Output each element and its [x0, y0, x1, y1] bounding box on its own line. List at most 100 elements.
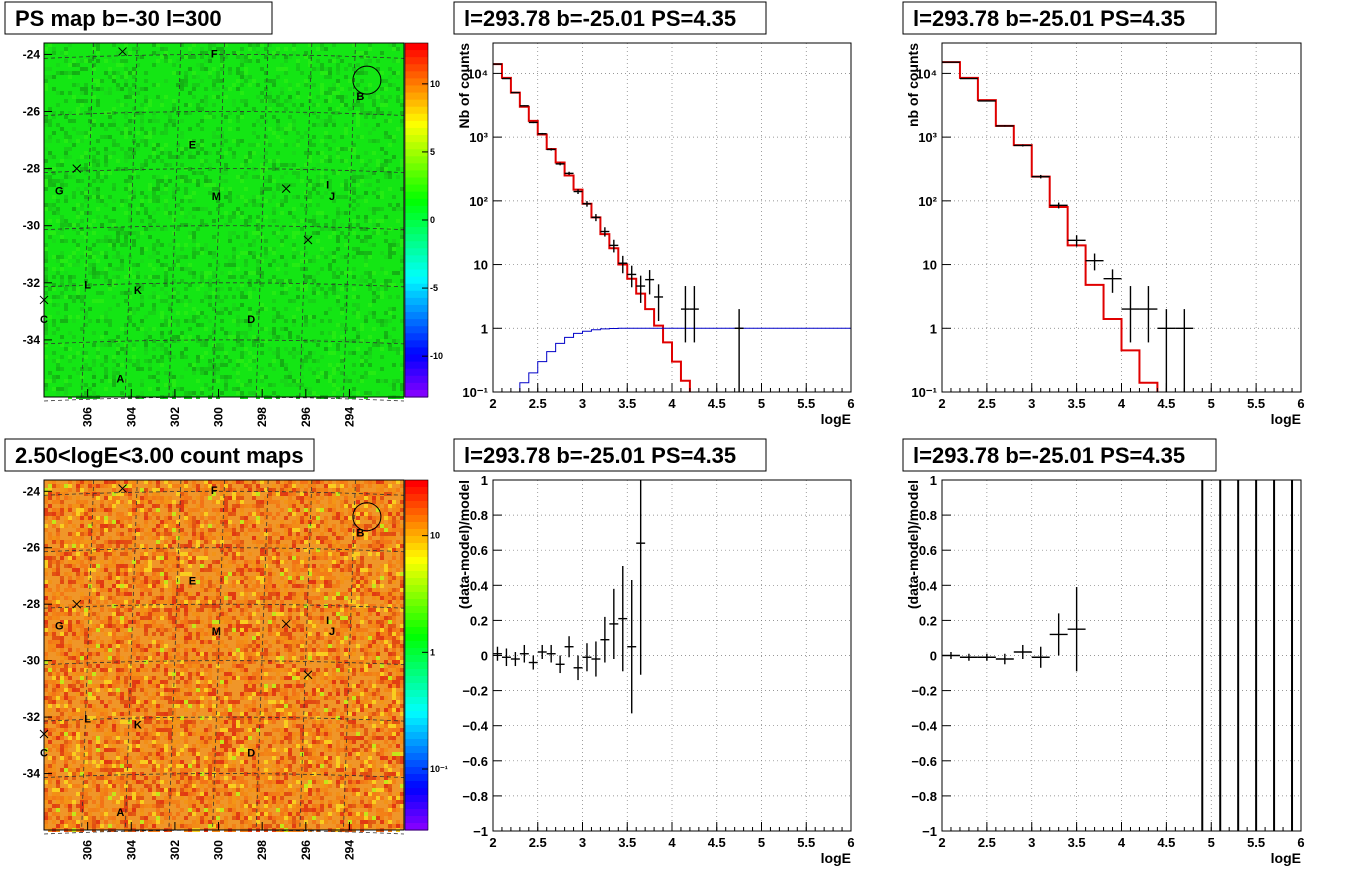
map_top-map-pixel	[348, 339, 352, 343]
map_bottom-map-pixel	[180, 620, 184, 624]
map_bottom-map-pixel	[148, 600, 152, 604]
map_top-map-pixel	[376, 139, 380, 143]
map_bottom-map-pixel	[368, 624, 372, 628]
map_bottom-map-pixel	[168, 552, 172, 556]
map_top-map-pixel	[272, 279, 276, 283]
map_bottom-map-pixel	[276, 492, 280, 496]
map_bottom-map-pixel	[60, 604, 64, 608]
map_bottom-map-pixel	[100, 524, 104, 528]
map_top-map-pixel	[128, 319, 132, 323]
map_bottom-map-pixel	[224, 524, 228, 528]
map_top-map-pixel	[124, 135, 128, 139]
map_bottom-map-pixel	[108, 588, 112, 592]
map_top-map-pixel	[204, 243, 208, 247]
map_bottom-map-pixel	[68, 516, 72, 520]
map_top-map-pixel	[56, 367, 60, 371]
map_bottom-map-pixel	[132, 604, 136, 608]
map_bottom-map-pixel	[68, 560, 72, 564]
map_bottom-map-pixel	[84, 584, 88, 588]
map_top-palette-band	[405, 234, 428, 242]
map_top-map-pixel	[64, 223, 68, 227]
map_top-map-pixel	[260, 123, 264, 127]
map_top-map-pixel	[376, 95, 380, 99]
map_bottom-map-pixel	[324, 584, 328, 588]
map_top-map-pixel	[96, 171, 100, 175]
map_top-map-pixel	[112, 151, 116, 155]
map_bottom-map-pixel	[332, 596, 336, 600]
map_top-map-pixel	[284, 183, 288, 187]
map_top-map-pixel	[300, 367, 304, 371]
map_bottom-map-pixel	[312, 496, 316, 500]
map_top-map-pixel	[140, 303, 144, 307]
map_bottom-map-pixel	[208, 540, 212, 544]
map_bottom-map-pixel	[52, 508, 56, 512]
map_bottom-map-pixel	[192, 500, 196, 504]
map_bottom-map-pixel	[396, 512, 400, 516]
map_top-map-pixel	[344, 67, 348, 71]
map_top-map-pixel	[212, 83, 216, 87]
map_top-map-pixel	[92, 359, 96, 363]
map_top-map-pixel	[244, 163, 248, 167]
map_bottom-map-pixel	[276, 564, 280, 568]
map_top-map-pixel	[84, 315, 88, 319]
map_bottom-map-pixel	[252, 568, 256, 572]
map_top-map-pixel	[148, 223, 152, 227]
map_top-map-pixel	[308, 139, 312, 143]
map_bottom-map-pixel	[140, 536, 144, 540]
map_top-map-pixel	[304, 319, 308, 323]
map_top-map-pixel	[312, 391, 316, 395]
map_bottom-map-pixel	[144, 508, 148, 512]
map_top-map-pixel	[356, 119, 360, 123]
map_bottom-map-pixel	[168, 480, 172, 484]
map_top-map-pixel	[288, 283, 292, 287]
map_top-map-pixel	[364, 263, 368, 267]
map_top-map-pixel	[180, 147, 184, 151]
map_bottom-map-pixel	[120, 628, 124, 632]
map_bottom-map-pixel	[96, 520, 100, 524]
map_top-map-pixel	[260, 175, 264, 179]
map_bottom-map-pixel	[64, 544, 68, 548]
map_bottom-map-pixel	[372, 584, 376, 588]
map_top-palette-band	[405, 382, 428, 391]
map_top-map-pixel	[192, 363, 196, 367]
map_bottom-map-pixel	[372, 592, 376, 596]
map_bottom-map-pixel	[300, 604, 304, 608]
map_top-map-pixel	[348, 271, 352, 275]
map_bottom-map-pixel	[204, 624, 208, 628]
map_top-map-pixel	[88, 123, 92, 127]
map_bottom-map-pixel	[300, 492, 304, 496]
map_top-map-pixel	[384, 131, 388, 135]
map_top-map-pixel	[84, 131, 88, 135]
map_top-map-pixel	[88, 119, 92, 123]
map_top-map-pixel	[344, 75, 348, 79]
map_bottom-map-pixel	[68, 604, 72, 608]
map_top-map-pixel	[68, 355, 72, 359]
map_bottom-map-pixel	[92, 568, 96, 572]
map_bottom-map-pixel	[224, 480, 228, 484]
map_top-map-pixel	[352, 199, 356, 203]
map_top-map-pixel	[48, 219, 52, 223]
map_bottom-map-pixel	[356, 524, 360, 528]
map_top-map-pixel	[368, 251, 372, 255]
map_top-map-pixel	[332, 371, 336, 375]
map_top-map-pixel	[92, 267, 96, 271]
map_top-map-pixel	[328, 159, 332, 163]
map_bottom-map-pixel	[392, 592, 396, 596]
map_bottom-map-pixel	[160, 616, 164, 620]
map_top-map-pixel	[264, 199, 268, 203]
map_top-map-pixel	[156, 155, 160, 159]
map_top-map-pixel	[64, 391, 68, 395]
map_top-map-pixel	[220, 287, 224, 291]
map_bottom-map-pixel	[316, 604, 320, 608]
map_bottom-map-pixel	[324, 520, 328, 524]
map_bottom-map-pixel	[372, 540, 376, 544]
map_top-map-pixel	[160, 335, 164, 339]
map_bottom-map-pixel	[384, 508, 388, 512]
map_top-x-tick-label: 300	[212, 407, 226, 427]
map_bottom-map-pixel	[276, 588, 280, 592]
map_top-map-pixel	[328, 363, 332, 367]
map_top-map-pixel	[72, 275, 76, 279]
map_bottom-map-pixel	[140, 596, 144, 600]
map_top-map-pixel	[96, 99, 100, 103]
map_bottom-map-pixel	[76, 620, 80, 624]
